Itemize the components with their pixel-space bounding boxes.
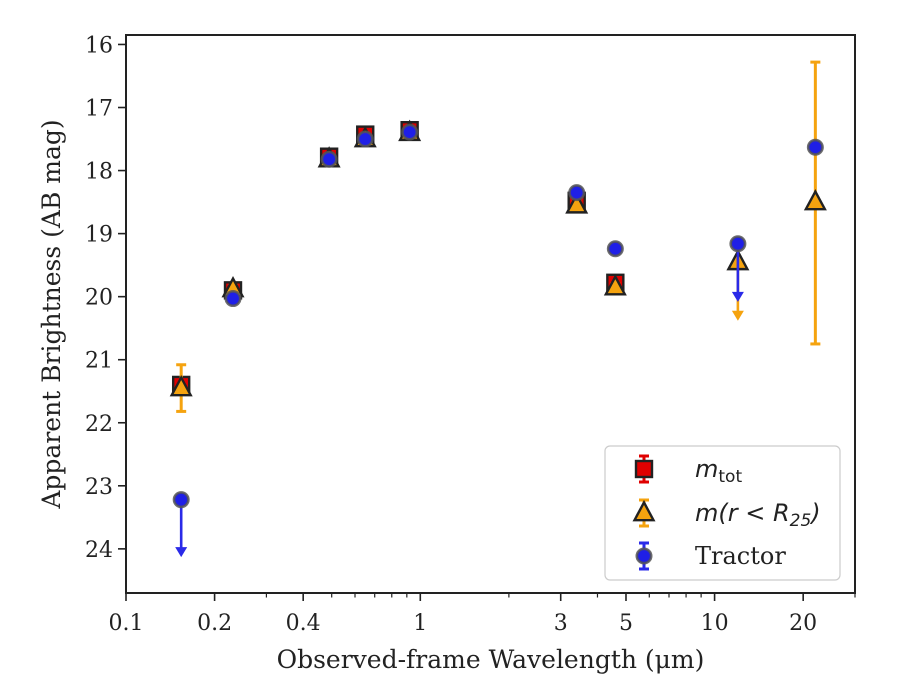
- x-tick-label: 0.2: [197, 611, 232, 636]
- data-point: [606, 240, 624, 258]
- data-point: [356, 130, 374, 148]
- legend-label: Tractor: [695, 542, 786, 570]
- legend-marker: [632, 499, 656, 522]
- data-point: [568, 184, 586, 202]
- data-point: [806, 138, 824, 156]
- x-tick-label: 0.1: [109, 611, 144, 636]
- upper-limit-arrowhead: [731, 291, 744, 302]
- legend-label: mtot: [695, 455, 742, 487]
- y-tick-label: 17: [85, 97, 113, 122]
- y-tick-label: 24: [85, 538, 113, 563]
- legend-marker: [634, 459, 654, 479]
- data-marks: [169, 60, 827, 558]
- data-point: [729, 235, 747, 253]
- y-tick-label: 22: [85, 412, 113, 437]
- y-tick-label: 21: [85, 349, 113, 374]
- legend-label: m(r < R25): [695, 499, 821, 531]
- data-point: [169, 375, 193, 397]
- x-tick-label: 1: [413, 611, 427, 636]
- y-tick-label: 16: [85, 33, 113, 58]
- y-tick-label: 20: [85, 286, 113, 311]
- y-tick-label: 23: [85, 475, 113, 500]
- x-tick-label: 3: [554, 611, 568, 636]
- x-axis-label: Observed-frame Wavelength (μm): [277, 645, 705, 674]
- data-point: [565, 192, 589, 214]
- plot-frame: [125, 34, 856, 594]
- x-tick-label: 5: [619, 611, 633, 636]
- data-point: [603, 274, 627, 296]
- legend-frame: [604, 445, 841, 581]
- x-tick-label: 20: [789, 611, 817, 636]
- data-point: [224, 290, 242, 308]
- data-point: [803, 189, 827, 211]
- legend: mtot m(r < R25) Tractor: [604, 445, 841, 581]
- upper-limit-arrowhead: [731, 310, 744, 321]
- y-tick-label: 19: [85, 223, 113, 248]
- upper-limit-arrowhead: [175, 547, 188, 558]
- x-tick-label: 0.4: [286, 611, 321, 636]
- data-point: [401, 123, 419, 141]
- legend-marker: [635, 547, 653, 565]
- data-point: [320, 150, 338, 168]
- y-axis-label: Apparent Brightness (AB mag): [37, 119, 66, 509]
- axis-ticks: 0.1 0.2 0.4 1 3 5 10 20 16 17 18 19 20 21 22 23 24: [85, 33, 856, 636]
- y-tick-label: 18: [85, 160, 113, 185]
- data-point: [172, 491, 190, 509]
- series-2: [172, 123, 824, 558]
- x-tick-label: 10: [701, 611, 729, 636]
